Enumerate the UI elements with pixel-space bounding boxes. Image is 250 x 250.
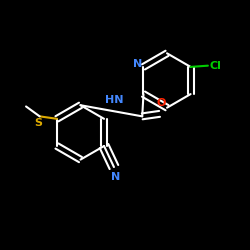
Text: O: O bbox=[156, 98, 166, 108]
Text: HN: HN bbox=[104, 94, 123, 104]
Text: N: N bbox=[110, 172, 120, 182]
Text: N: N bbox=[133, 60, 142, 70]
Text: S: S bbox=[34, 118, 42, 128]
Text: Cl: Cl bbox=[209, 61, 221, 71]
